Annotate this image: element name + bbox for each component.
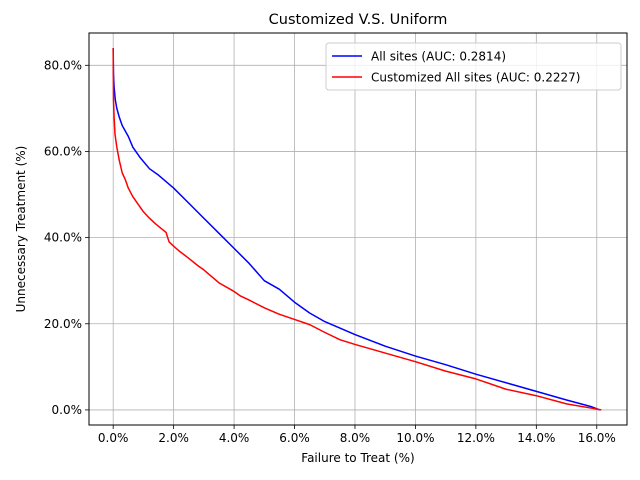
legend-entry-customized-all-sites: Customized All sites (AUC: 0.2227) xyxy=(371,71,580,85)
legend: All sites (AUC: 0.2814) Customized All s… xyxy=(325,42,622,91)
x-tick-label: 10.0% xyxy=(396,431,434,445)
x-tick-label: 14.0% xyxy=(517,431,555,445)
y-tick-label: 40.0% xyxy=(44,231,82,245)
y-tick-label: 0.0% xyxy=(52,403,83,417)
x-axis-label: Failure to Treat (%) xyxy=(301,451,414,465)
x-tick-label: 4.0% xyxy=(219,431,250,445)
y-tick-label: 20.0% xyxy=(44,317,82,331)
legend-entry-all-sites: All sites (AUC: 0.2814) xyxy=(371,50,506,64)
axes-frame xyxy=(88,32,628,426)
y-axis-ticks: 0.0% 20.0% 40.0% 60.0% 80.0% xyxy=(44,58,89,417)
y-tick-label: 80.0% xyxy=(44,58,82,72)
series-line-all-sites xyxy=(112,48,601,411)
y-tick-label: 60.0% xyxy=(44,144,82,158)
legend-box xyxy=(325,42,622,91)
y-axis-label: Unnecessary Treatment (%) xyxy=(14,146,28,313)
x-tick-label: 12.0% xyxy=(457,431,495,445)
chart-title: Customized V.S. Uniform xyxy=(269,12,448,28)
x-tick-label: 6.0% xyxy=(279,431,310,445)
series-lines xyxy=(112,48,602,411)
x-axis-ticks: 0.0% 2.0% 4.0% 6.0% 8.0% 10.0% 12.0% 14.0% 16.0% xyxy=(98,425,616,445)
x-tick-label: 2.0% xyxy=(158,431,189,445)
x-tick-label: 8.0% xyxy=(340,431,371,445)
series-line-customized-all-sites xyxy=(112,48,602,411)
x-tick-label: 0.0% xyxy=(98,431,129,445)
x-tick-label: 16.0% xyxy=(578,431,616,445)
